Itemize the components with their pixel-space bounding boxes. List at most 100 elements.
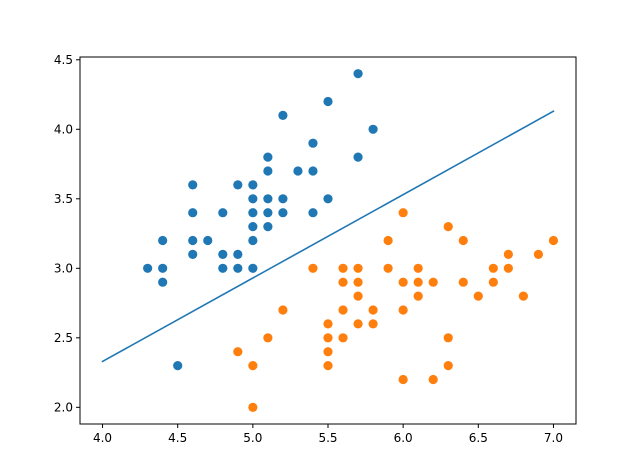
series-2-point — [233, 347, 243, 357]
series-2-point — [248, 361, 258, 371]
series-2-point — [248, 402, 258, 412]
series-1-point — [173, 361, 183, 371]
series-2-point — [323, 333, 333, 343]
series-1-point — [203, 235, 213, 246]
series-2-point — [383, 235, 393, 246]
series-2-point — [353, 319, 363, 329]
series-1-point — [278, 110, 288, 120]
series-1-point — [248, 222, 258, 232]
series-2-point — [353, 277, 363, 287]
series-1-point — [248, 180, 258, 190]
series-1-point — [233, 249, 243, 259]
x-tick-label: 7.0 — [544, 431, 563, 445]
series-2-point — [458, 277, 468, 287]
series-2-point — [323, 347, 333, 357]
series-2-point — [323, 319, 333, 329]
series-1-point — [248, 194, 258, 204]
series-2-point — [398, 305, 408, 315]
series-1-point — [218, 208, 228, 218]
series-1-point — [188, 249, 198, 259]
series-2-point — [263, 333, 273, 343]
series-1-point — [158, 277, 168, 287]
series-2-point — [413, 291, 423, 301]
series-1-point — [143, 263, 153, 273]
series-2-point — [383, 263, 393, 273]
series-2-point — [338, 305, 348, 315]
decision-line — [101, 110, 555, 363]
x-tick-label: 4.0 — [93, 431, 112, 445]
series-1-point — [278, 194, 288, 204]
x-tick-label: 5.5 — [318, 431, 337, 445]
series-2-point — [278, 305, 288, 315]
series-2-point — [473, 291, 483, 301]
y-tick-label: 3.0 — [54, 261, 73, 275]
series-2-point — [503, 249, 513, 259]
series-2-point — [443, 361, 453, 371]
series-1-point — [248, 235, 258, 246]
axes: 4.0 4.5 5.0 5.5 6.0 6.5 7.0 2.0 2.5 3.0 3.5 4.0 4.5 — [54, 53, 577, 445]
series-1-point — [263, 194, 273, 204]
series-2-point — [458, 235, 468, 246]
y-tick-label: 4.5 — [54, 53, 73, 67]
series-1-point — [323, 194, 333, 204]
plot-area — [101, 69, 559, 412]
series-2-point — [323, 361, 333, 371]
series-1-point — [218, 263, 228, 273]
series-2-point — [353, 263, 363, 273]
series-1-point — [218, 249, 228, 259]
series-2-point — [398, 374, 408, 385]
series-1-point — [263, 152, 273, 162]
series-2-point — [398, 277, 408, 287]
x-tick-label: 5.0 — [243, 431, 262, 445]
series-1-point — [188, 208, 198, 218]
series-1-point — [263, 166, 273, 176]
series-2-point — [443, 333, 453, 343]
series-2-point — [368, 319, 378, 329]
series-1-point — [323, 96, 333, 107]
series-2-point — [338, 333, 348, 343]
series-1-point — [293, 166, 303, 176]
series-1-point — [278, 208, 288, 218]
series-1-point — [353, 152, 363, 162]
series-1-point — [308, 138, 318, 148]
y-tick-label: 2.5 — [54, 331, 73, 345]
series-1-point — [248, 208, 258, 218]
series-1-point — [188, 180, 198, 190]
y-tick-label: 2.0 — [54, 400, 73, 414]
x-tick-label: 6.0 — [394, 431, 413, 445]
series-1-point — [353, 69, 363, 79]
series-1-point — [263, 222, 273, 232]
series-2-point — [518, 291, 528, 301]
series-1-point — [248, 263, 258, 273]
series-2-point — [368, 305, 378, 315]
y-tick-label: 3.5 — [54, 192, 73, 206]
x-tick-label: 6.5 — [469, 431, 488, 445]
series-2-point — [338, 263, 348, 273]
x-tick-label: 4.5 — [168, 431, 187, 445]
series-2-point — [428, 374, 438, 385]
series-2-point — [548, 235, 559, 246]
series-2-point — [443, 222, 453, 232]
series-1-point — [308, 166, 318, 176]
series-2-point — [413, 277, 423, 287]
series-2-point — [413, 263, 423, 273]
y-tick-label: 4.0 — [54, 122, 73, 136]
series-1-point — [308, 208, 318, 218]
series-1-point — [233, 180, 243, 190]
series-2-point — [308, 263, 318, 273]
series-1-point — [188, 235, 198, 246]
series-2-point — [488, 263, 498, 273]
series-2-point — [533, 249, 544, 259]
series-1-point — [263, 208, 273, 218]
series-2-point — [428, 277, 438, 287]
series-2-point — [353, 291, 363, 301]
series-2-point — [398, 208, 408, 218]
series-1-point — [158, 235, 168, 246]
series-2-point — [503, 263, 513, 273]
series-2-point — [488, 277, 498, 287]
series-2-point — [338, 277, 348, 287]
series-1-point — [368, 124, 378, 134]
